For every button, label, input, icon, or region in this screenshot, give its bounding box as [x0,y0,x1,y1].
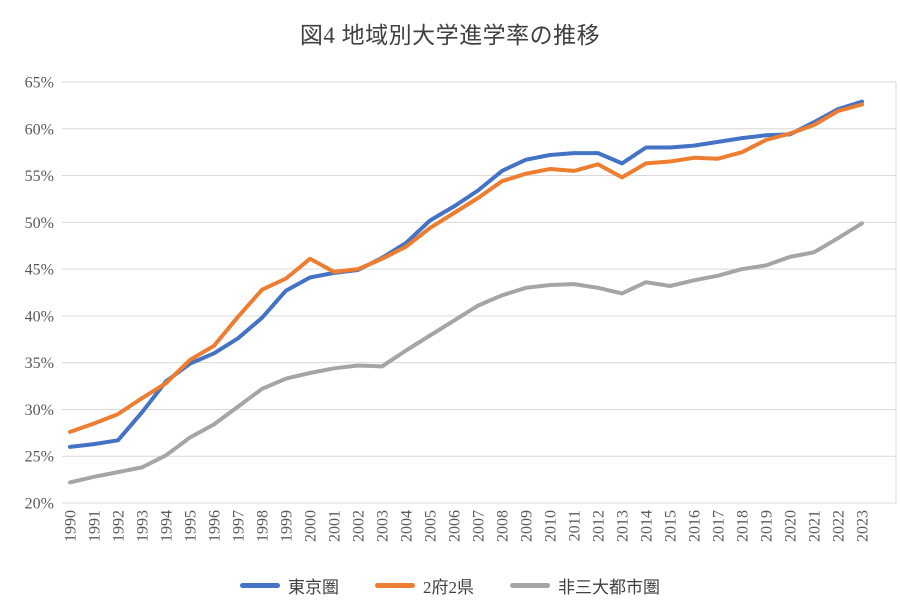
chart-title: 図4 地域別大学進学率の推移 [299,23,601,48]
x-tick-label: 1991 [87,510,104,542]
x-tick-label: 2006 [447,510,464,542]
y-tick-label: 65% [25,75,54,92]
x-tick-label: 1993 [135,510,152,542]
x-tick-label: 2005 [423,510,440,542]
x-tick-label: 1996 [207,510,224,542]
x-tick-label: 2022 [831,510,848,542]
y-tick-label: 50% [25,215,54,232]
x-tick-label: 2004 [399,510,416,542]
x-tick-label: 1998 [255,510,272,542]
x-tick-label: 2012 [591,510,608,542]
x-tick-label: 2018 [735,510,752,542]
x-tick-label: 2015 [663,510,680,542]
x-axis-labels: 1990 1991 1992 1993 1994 1995 1996 1997 1998 1999… [63,510,872,542]
x-tick-label: 1992 [111,510,128,542]
legend-swatch-icon [240,583,280,588]
x-tick-label: 2001 [327,510,344,542]
x-tick-label: 2021 [807,510,824,542]
y-tick-label: 25% [25,449,54,466]
y-tick-label: 20% [25,496,54,513]
series-line-0 [68,99,864,449]
y-tick-label: 45% [25,262,54,279]
y-tick-label: 30% [25,402,54,419]
x-tick-label: 2009 [519,510,536,542]
x-tick-label: 1997 [231,510,248,542]
y-tick-label: 40% [25,308,54,325]
legend-item-1: 2府2県 [375,573,474,598]
x-tick-label: 2023 [855,510,872,542]
x-tick-label: 1999 [279,510,296,542]
x-tick-label: 2013 [615,510,632,542]
legend-item-2: 非三大都市圏 [510,573,660,598]
legend-label: 2府2県 [423,578,474,597]
x-tick-label: 1994 [159,510,176,542]
x-tick-label: 2008 [495,510,512,542]
x-tick-label: 2016 [687,510,704,542]
legend-swatch-icon [375,583,415,588]
chart-legend: 東京圏 2府2県 非三大都市圏 [0,573,900,598]
x-tick-label: 2000 [303,510,320,542]
x-tick-label: 2010 [543,510,560,542]
series-line-1 [68,102,864,434]
y-tick-label: 35% [25,355,54,372]
legend-label: 非三大都市圏 [558,578,660,597]
x-tick-label: 2014 [639,510,656,542]
y-axis-labels: 20% 25% 30% 35% 40% 45% 50% 55% 60% 65% [25,75,54,513]
y-tick-label: 60% [25,121,54,138]
legend-item-0: 東京圏 [240,573,339,598]
x-tick-label: 1990 [63,510,80,542]
y-tick-label: 55% [25,168,54,185]
x-tick-label: 1995 [183,510,200,542]
series-line-2 [68,221,864,485]
x-tick-label: 2007 [471,510,488,542]
gridlines [62,81,896,504]
x-tick-label: 2002 [351,510,368,542]
legend-swatch-icon [510,583,550,588]
x-tick-label: 2017 [711,510,728,542]
x-tick-label: 2019 [759,510,776,542]
legend-label: 東京圏 [288,578,339,597]
x-tick-label: 2011 [567,510,584,541]
x-tick-label: 2020 [783,510,800,542]
x-tick-label: 2003 [375,510,392,542]
